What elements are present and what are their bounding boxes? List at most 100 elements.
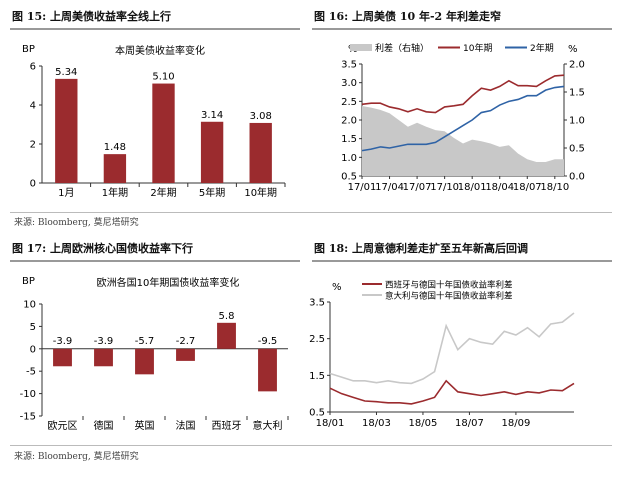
right-tick-label: 0.0 [569,172,585,183]
bar-5年期 [200,121,224,183]
series-line-意大利与德国十年国债收益率利差 [329,312,575,385]
x-tick-label: 18/01 [316,418,345,429]
bar-西班牙 [217,322,236,349]
x-tick-label: 1年期 [102,186,128,199]
fig15-title: 图 15: 上周美债收益率全线上行 [12,10,172,23]
left-tick-label: 3.5 [341,60,357,71]
y-tick-label: 0.5 [309,408,325,419]
left-tick-label: 1.5 [341,134,357,145]
y-tick-label: 2.5 [309,334,325,345]
bar-法国 [176,348,195,361]
x-tick-label: 10年期 [244,186,277,199]
legend-label: 意大利与德国十年国债收益率利差 [385,291,513,302]
series-line-10年期 [361,74,565,114]
x-tick-label: 17/07 [403,182,432,193]
x-tick-label: 18/07 [513,182,542,193]
left-tick-label: 2.5 [341,97,357,108]
bar-10年期 [249,122,272,183]
bar-意大利 [258,348,277,392]
x-tick-label: 18/05 [409,418,438,429]
x-tick-label: 18/04 [485,182,514,193]
bar-2年期 [152,83,175,183]
bar-德国 [94,348,113,367]
x-tick-label: 法国 [176,419,196,432]
bar-value-label: 5.10 [152,72,174,83]
y-tick-label: 5 [30,322,36,333]
legend-label: 2年期 [530,42,554,54]
y-tick-label: 4 [30,101,36,112]
left-tick-label: 2.0 [341,116,357,127]
right-tick-label: 1.0 [569,116,585,127]
bottom-source-rule [10,445,612,446]
bottom-right-rule [312,260,612,262]
x-tick-label: 意大利 [253,419,283,432]
fig16-line-chart: %%0.51.01.52.02.53.03.50.00.51.01.52.017… [341,42,585,193]
x-tick-label: 欧元区 [48,420,78,432]
legend-label: 西班牙与德国十年国债收益率利差 [385,280,513,291]
bar-value-label: 3.14 [201,110,223,121]
top-left-rule [10,28,300,30]
right-tick-label: 2.0 [569,60,585,71]
y-tick-label: 1.5 [309,371,325,382]
bar-1年期 [103,154,127,183]
bottom-left-rule [10,260,300,262]
fig17-ylabel: BP [22,276,35,287]
bar-value-label: 1.48 [104,142,126,153]
bar-value-label: 3.08 [250,111,272,122]
top-source: 来源: Bloomberg, 莫尼塔研究 [14,218,139,228]
x-tick-label: 西班牙 [212,420,242,432]
y-tick-label: 3.5 [309,298,325,309]
x-tick-label: 17/04 [375,182,404,193]
x-tick-label: 18/09 [501,418,530,429]
x-tick-label: 18/07 [455,418,484,429]
top-source-rule [10,212,612,213]
fig18-line-chart: % 0.5 1.5 2.5 3.5 18/01 18/03 18/05 18/07 18/09 西班… [309,280,575,429]
y-unit: % [332,282,342,293]
bar-value-label: -3.9 [94,336,114,347]
right-unit: % [568,44,578,55]
x-tick-label: 17/01 [348,182,377,193]
x-tick-label: 5年期 [199,186,225,199]
legend-label: 利差（右轴） [375,42,429,54]
bar-value-label: -9.5 [258,336,278,347]
y-tick-label: 6 [30,62,36,73]
y-tick-label: 2 [30,140,36,151]
y-tick-label: -5 [26,367,36,378]
right-tick-label: 0.5 [569,144,585,155]
top-right-rule [312,28,612,30]
fig16-title: 图 16: 上周美债 10 年-2 年利差走窄 [314,10,502,23]
fig15-chart-title: 本周美债收益率变化 [115,44,205,57]
y-tick-label: 0 [30,344,36,355]
x-tick-label: 2年期 [150,186,176,199]
fig17-bar-chart: BP 欧洲各国10年期国债收益率变化 10 5 0 -5 -10 -15 -3.9 欧元区 -3… [20,276,289,432]
bar-英国 [135,348,154,375]
x-tick-label: 18/01 [458,182,487,193]
left-tick-label: 0.5 [341,172,357,183]
bottom-source: 来源: Bloomberg, 莫尼塔研究 [14,452,139,462]
bar-1月 [55,78,78,183]
right-tick-label: 1.5 [569,88,585,99]
legend-swatch-spread [350,44,372,51]
bar-value-label: 5.8 [219,311,235,322]
legend-label: 10年期 [463,42,492,54]
bar-value-label: -2.7 [176,336,196,347]
y-tick-label: 10 [23,300,36,311]
series-line-2年期 [361,85,565,152]
y-tick-label: -15 [20,412,36,423]
fig17-chart-title: 欧洲各国10年期国债收益率变化 [97,276,240,289]
x-tick-label: 18/10 [540,182,569,193]
left-tick-label: 3.0 [341,78,357,89]
x-tick-label: 英国 [135,419,155,432]
fig15-bar-chart: BP 本周美债收益率变化 0 2 4 6 5.34 1月 1.48 1年期 5.10 2年期 3.1… [22,44,286,199]
fig15-ylabel: BP [22,44,35,55]
fig18-title: 图 18: 上周意德利差走扩至五年新高后回调 [314,242,529,255]
x-tick-label: 18/03 [362,418,391,429]
left-tick-label: 1.0 [341,153,357,164]
bar-value-label: -3.9 [53,336,73,347]
bar-value-label: -5.7 [135,336,155,347]
y-tick-label: -10 [20,389,36,400]
x-tick-label: 德国 [94,419,114,432]
spread-area [362,106,564,176]
fig17-title: 图 17: 上周欧洲核心国债收益率下行 [12,242,194,255]
y-tick-label: 0 [30,179,36,190]
